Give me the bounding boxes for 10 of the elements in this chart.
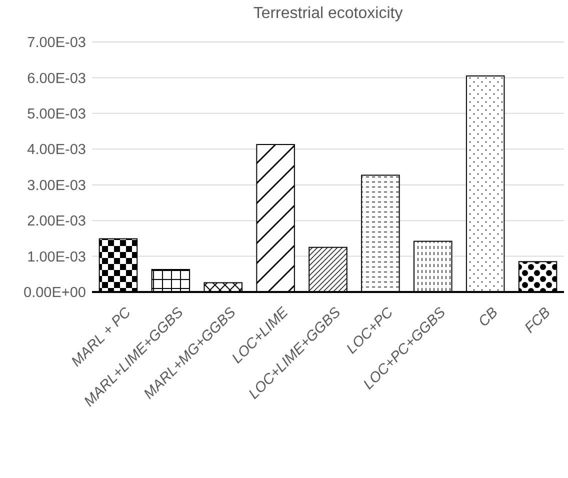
y-tick-label: 1.00E-03 (27, 249, 86, 266)
x-tick-label: CB (476, 304, 502, 330)
y-tick-label: 0.00E+00 (24, 285, 86, 302)
y-tick-label: 2.00E-03 (27, 214, 86, 230)
y-tick-label: 4.00E-03 (27, 142, 86, 158)
y-tick-label: 7.00E-03 (27, 35, 86, 52)
y-tick-label: 6.00E-03 (27, 70, 86, 87)
y-tick-label: 3.00E-03 (27, 178, 86, 194)
chart-title: Terrestrial ecotoxicity (253, 5, 403, 22)
y-tick-label: 5.00E-03 (27, 106, 86, 123)
